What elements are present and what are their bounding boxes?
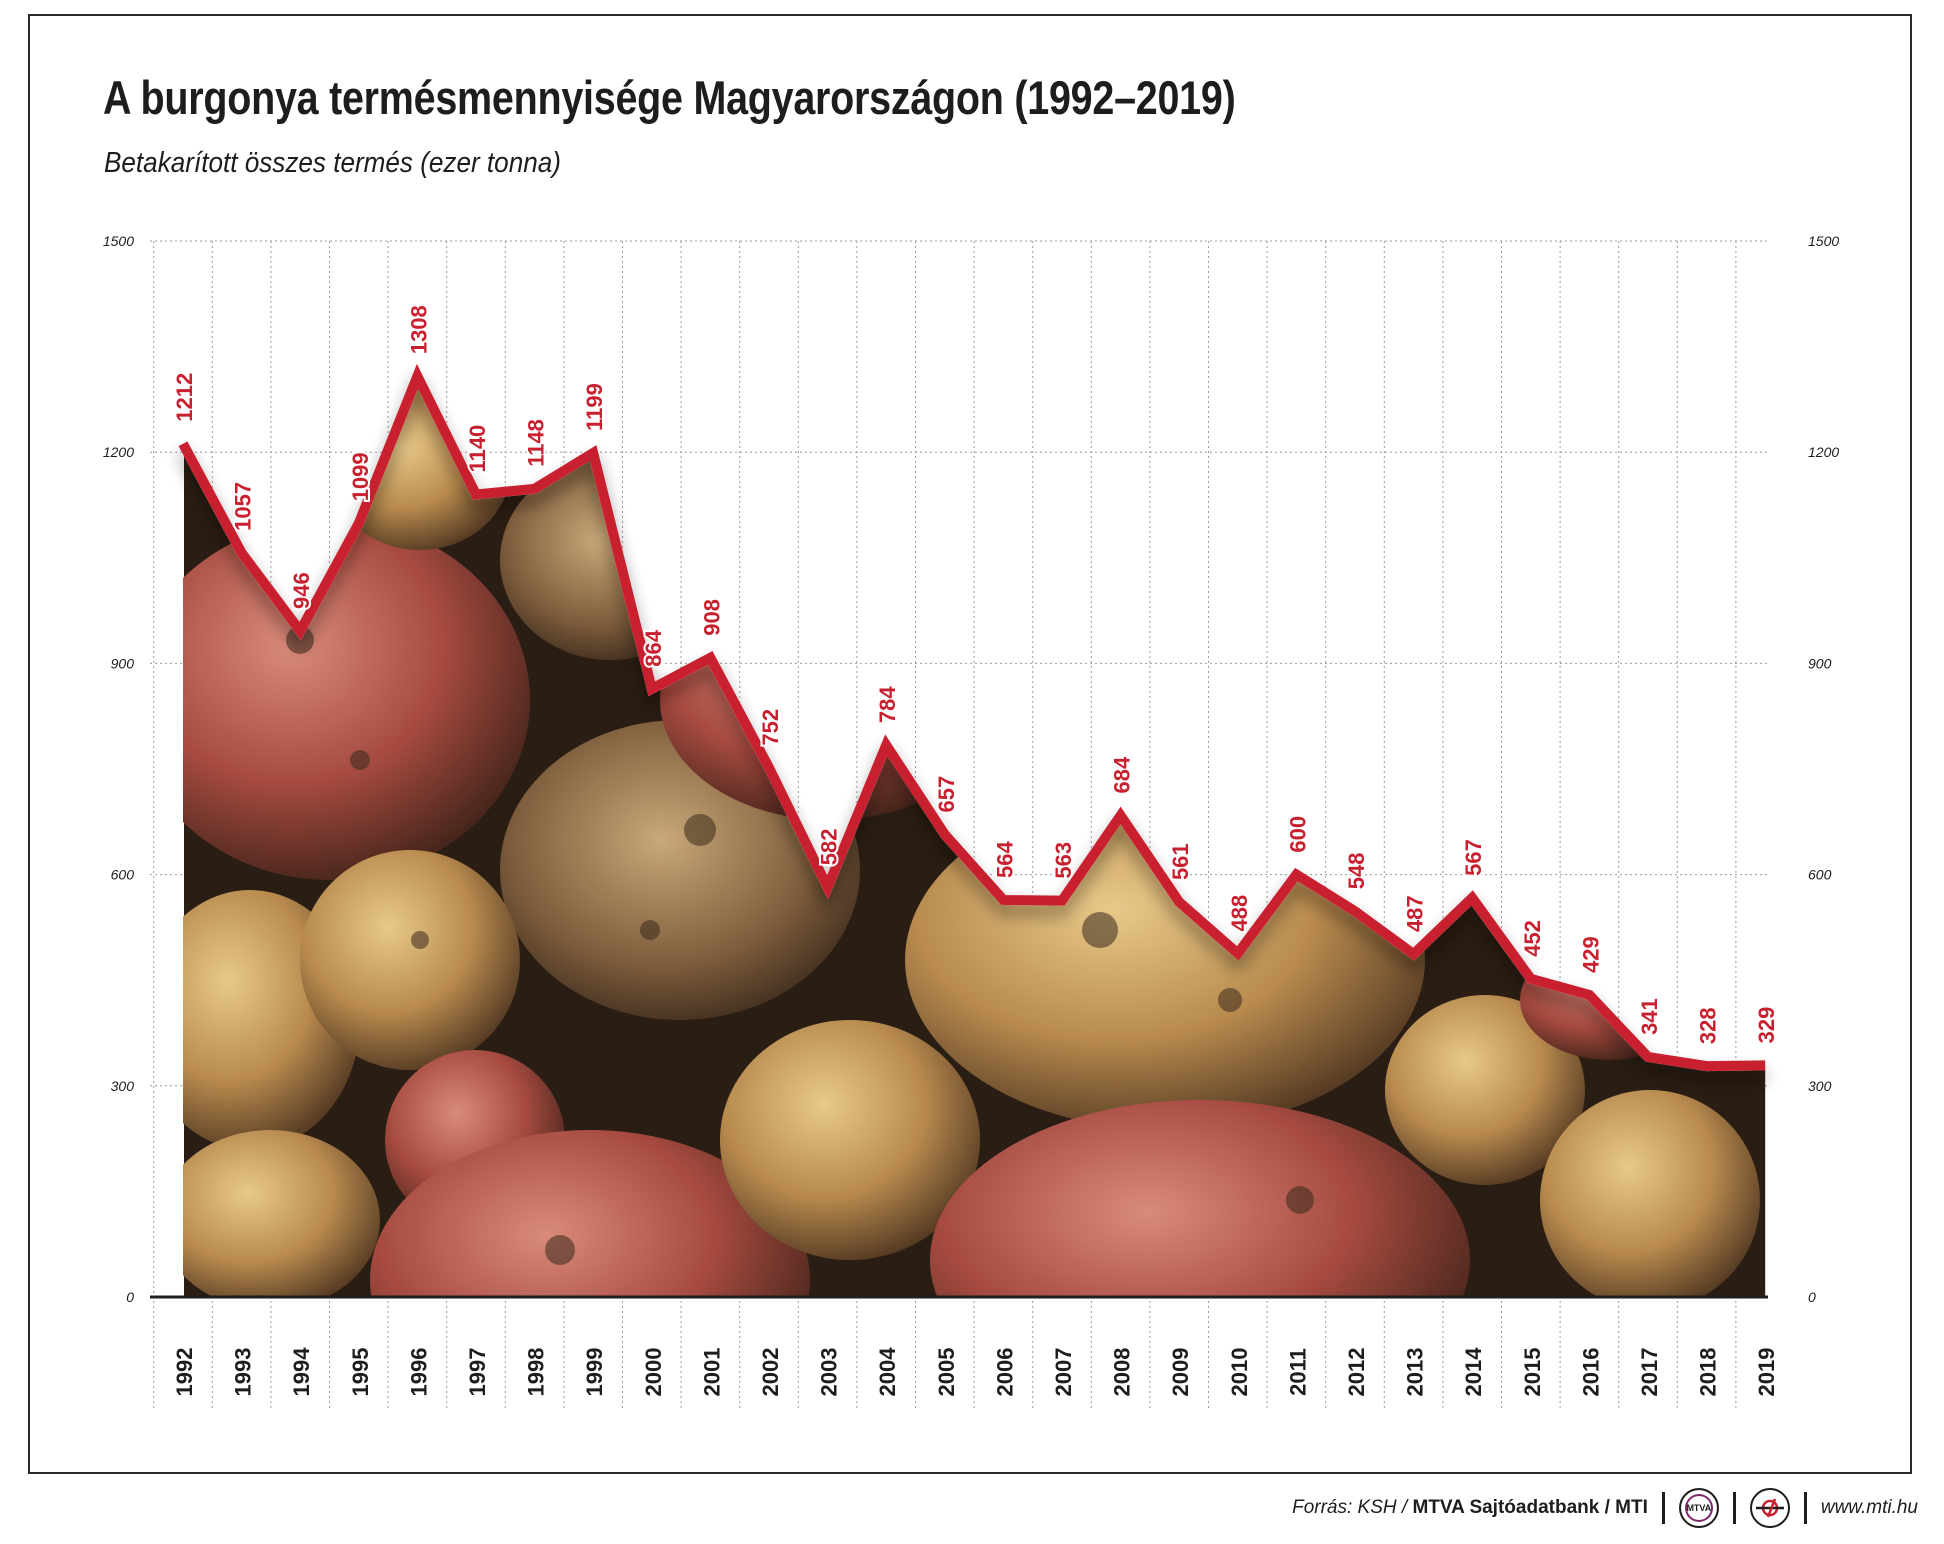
series-line [178, 363, 1766, 1072]
data-label: 548 [1344, 852, 1369, 889]
separator [1661, 1492, 1665, 1524]
website-link[interactable]: www.mti.hu [1820, 1497, 1918, 1518]
x-tick-label: 2016 [1578, 1348, 1603, 1397]
data-label: 684 [1110, 756, 1135, 793]
y-tick-label-left: 600 [111, 867, 135, 883]
x-tick-label: 1993 [231, 1348, 256, 1397]
data-label: 563 [1051, 842, 1076, 879]
y-tick-label-right: 1200 [1808, 444, 1839, 460]
data-label: 429 [1578, 936, 1603, 973]
x-tick-label: 2009 [1168, 1348, 1193, 1397]
x-tick-label: 1997 [465, 1348, 490, 1397]
x-tick-label: 2011 [1285, 1348, 1310, 1396]
data-label: 946 [289, 572, 314, 609]
data-label: 582 [817, 829, 842, 866]
data-label: 657 [934, 776, 959, 813]
x-tick-label: 1996 [406, 1348, 431, 1397]
x-tick-label: 2019 [1754, 1348, 1779, 1397]
data-label: 1199 [582, 383, 607, 431]
x-tick-label: 2013 [1403, 1348, 1428, 1397]
source-prefix: Forrás: KSH / [1292, 1497, 1408, 1518]
x-tick-label: 1998 [524, 1348, 549, 1397]
x-tick-label: 1992 [172, 1348, 197, 1397]
data-label: 328 [1696, 1007, 1721, 1044]
axes: 0 0 300 300 600 600 900 900 1200 1200 1500 1500 1992… [103, 233, 1840, 1396]
data-label: 1057 [231, 482, 256, 531]
data-label: 600 [1285, 816, 1310, 853]
x-tick-label: 2010 [1227, 1348, 1252, 1397]
x-tick-label: 1995 [348, 1348, 373, 1397]
x-tick-label: 2017 [1637, 1348, 1662, 1397]
mtva-logo-icon: MTVA [1678, 1488, 1719, 1528]
x-tick-label: 2015 [1520, 1348, 1545, 1397]
chart-title: A burgonya termésmennyisége Magyarország… [103, 71, 1236, 124]
x-tick-label: 1999 [582, 1348, 607, 1397]
footer: Forrás: KSH / MTVA Sajtóadatbank / MTI M… [1292, 1488, 1918, 1528]
mti-logo-icon [1749, 1488, 1790, 1528]
data-label: 488 [1227, 895, 1252, 932]
y-tick-label-right: 300 [1808, 1078, 1832, 1094]
source-text: Forrás: KSH / MTVA Sajtóadatbank / MTI [1292, 1497, 1648, 1519]
source-bold: MTVA Sajtóadatbank / MTI [1412, 1497, 1648, 1518]
y-tick-label-left: 1500 [103, 233, 134, 249]
y-tick-label-left: 1200 [103, 444, 134, 460]
data-label: 564 [992, 840, 1017, 877]
data-label: 864 [641, 629, 666, 666]
separator [1732, 1492, 1736, 1524]
x-tick-label: 2018 [1696, 1348, 1721, 1397]
data-label: 561 [1168, 843, 1193, 880]
x-tick-label: 2008 [1110, 1348, 1135, 1397]
y-tick-label-right: 1500 [1808, 233, 1839, 249]
data-label: 329 [1754, 1007, 1779, 1044]
series-line-path [178, 363, 1766, 1072]
y-tick-label-right: 900 [1808, 655, 1832, 671]
y-tick-label-right: 600 [1808, 867, 1832, 883]
data-label: 487 [1403, 895, 1428, 932]
y-tick-label-left: 0 [126, 1289, 134, 1305]
data-label: 752 [758, 709, 783, 746]
data-label: 1140 [465, 425, 490, 473]
separator [1803, 1492, 1807, 1524]
x-tick-label: 2006 [992, 1348, 1017, 1397]
data-label: 1212 [172, 373, 197, 422]
data-label: 452 [1520, 920, 1545, 957]
chart-subtitle: Betakarított összes termés (ezer tonna) [104, 147, 561, 179]
y-tick-label-left: 900 [111, 655, 135, 671]
y-tick-label-left: 300 [111, 1078, 135, 1094]
y-tick-label-right: 0 [1808, 1289, 1816, 1305]
data-label: 567 [1461, 839, 1486, 876]
x-tick-label: 2003 [817, 1348, 842, 1397]
data-label: 784 [875, 686, 900, 723]
data-label: 1308 [406, 305, 431, 354]
x-tick-label: 2014 [1461, 1347, 1486, 1397]
data-label: 341 [1637, 998, 1662, 1035]
x-tick-label: 2002 [758, 1348, 783, 1397]
x-tick-label: 1994 [289, 1347, 314, 1397]
x-tick-label: 2012 [1344, 1348, 1369, 1397]
x-tick-label: 2005 [934, 1348, 959, 1397]
x-tick-label: 2001 [699, 1348, 724, 1397]
x-tick-label: 2000 [641, 1348, 666, 1397]
data-label: 1148 [524, 419, 549, 467]
x-tick-label: 2007 [1051, 1348, 1076, 1397]
data-label: 908 [699, 599, 724, 636]
data-label: 1099 [348, 452, 373, 501]
data-labels: 1212 1057 946 1099 1308 1140 1148 1199 864 908 752… [170, 303, 1781, 1046]
x-tick-label: 2004 [875, 1347, 900, 1397]
